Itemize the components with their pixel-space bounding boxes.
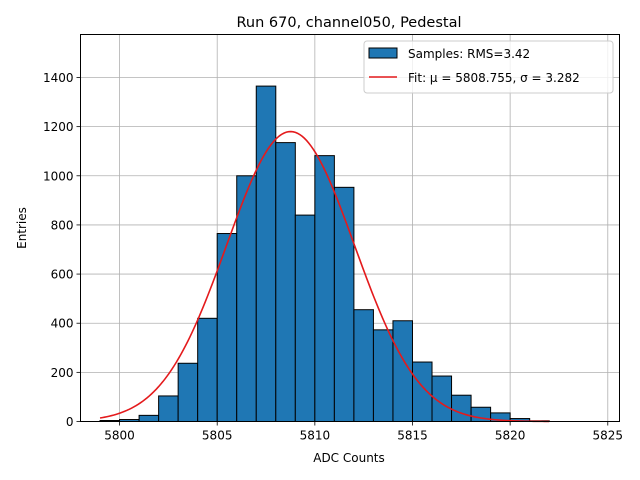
x-tick-label: 5825 <box>593 429 624 443</box>
x-tick-label: 5800 <box>104 429 135 443</box>
histogram-bar <box>197 317 218 422</box>
x-tick-label: 5805 <box>202 429 233 443</box>
x-axis-ticks: 5800 5805 5810 5815 5820 5825 <box>104 421 624 443</box>
histogram-bar <box>138 414 160 423</box>
y-tick-label: 600 <box>51 268 74 282</box>
histogram-bar <box>372 329 394 422</box>
histogram-bar <box>333 186 355 422</box>
y-tick-label: 1400 <box>43 71 74 85</box>
x-tick-label: 5810 <box>300 429 331 443</box>
legend: Samples: RMS=3.42 Fit: μ = 5808.755, σ =… <box>363 40 614 94</box>
y-axis-ticks: 0 200 400 600 800 1000 1200 1400 <box>43 71 81 429</box>
x-tick-label: 5815 <box>397 429 428 443</box>
y-tick-label: 0 <box>66 415 74 429</box>
legend-box <box>363 40 614 94</box>
x-tick-label: 5820 <box>495 429 526 443</box>
histogram-bars <box>99 85 550 423</box>
legend-histogram-label: Samples: RMS=3.42 <box>408 47 530 61</box>
y-tick-label: 200 <box>51 366 74 380</box>
legend-histogram-swatch <box>368 47 398 59</box>
histogram-bar <box>177 362 199 423</box>
histogram-bar <box>353 309 374 423</box>
histogram-bar <box>314 155 335 422</box>
y-tick-label: 800 <box>51 218 74 232</box>
y-tick-label: 400 <box>51 317 74 331</box>
x-axis-label: ADC Counts <box>313 451 385 465</box>
histogram-bar <box>255 85 277 422</box>
chart-title: Run 670, channel050, Pedestal <box>236 15 461 31</box>
histogram-bar <box>158 395 179 422</box>
histogram-bar <box>236 175 257 422</box>
histogram-bar <box>275 142 296 422</box>
y-tick-label: 1000 <box>43 169 74 183</box>
y-tick-label: 1200 <box>43 120 74 134</box>
histogram-bar <box>411 361 433 422</box>
histogram-bar <box>294 214 316 422</box>
fit-curve <box>99 130 550 423</box>
histogram-bar <box>451 394 472 422</box>
plot-frame <box>80 34 620 422</box>
legend-fit-label: Fit: μ = 5808.755, σ = 3.282 <box>408 71 580 85</box>
y-axis-label: Entries <box>15 207 29 249</box>
